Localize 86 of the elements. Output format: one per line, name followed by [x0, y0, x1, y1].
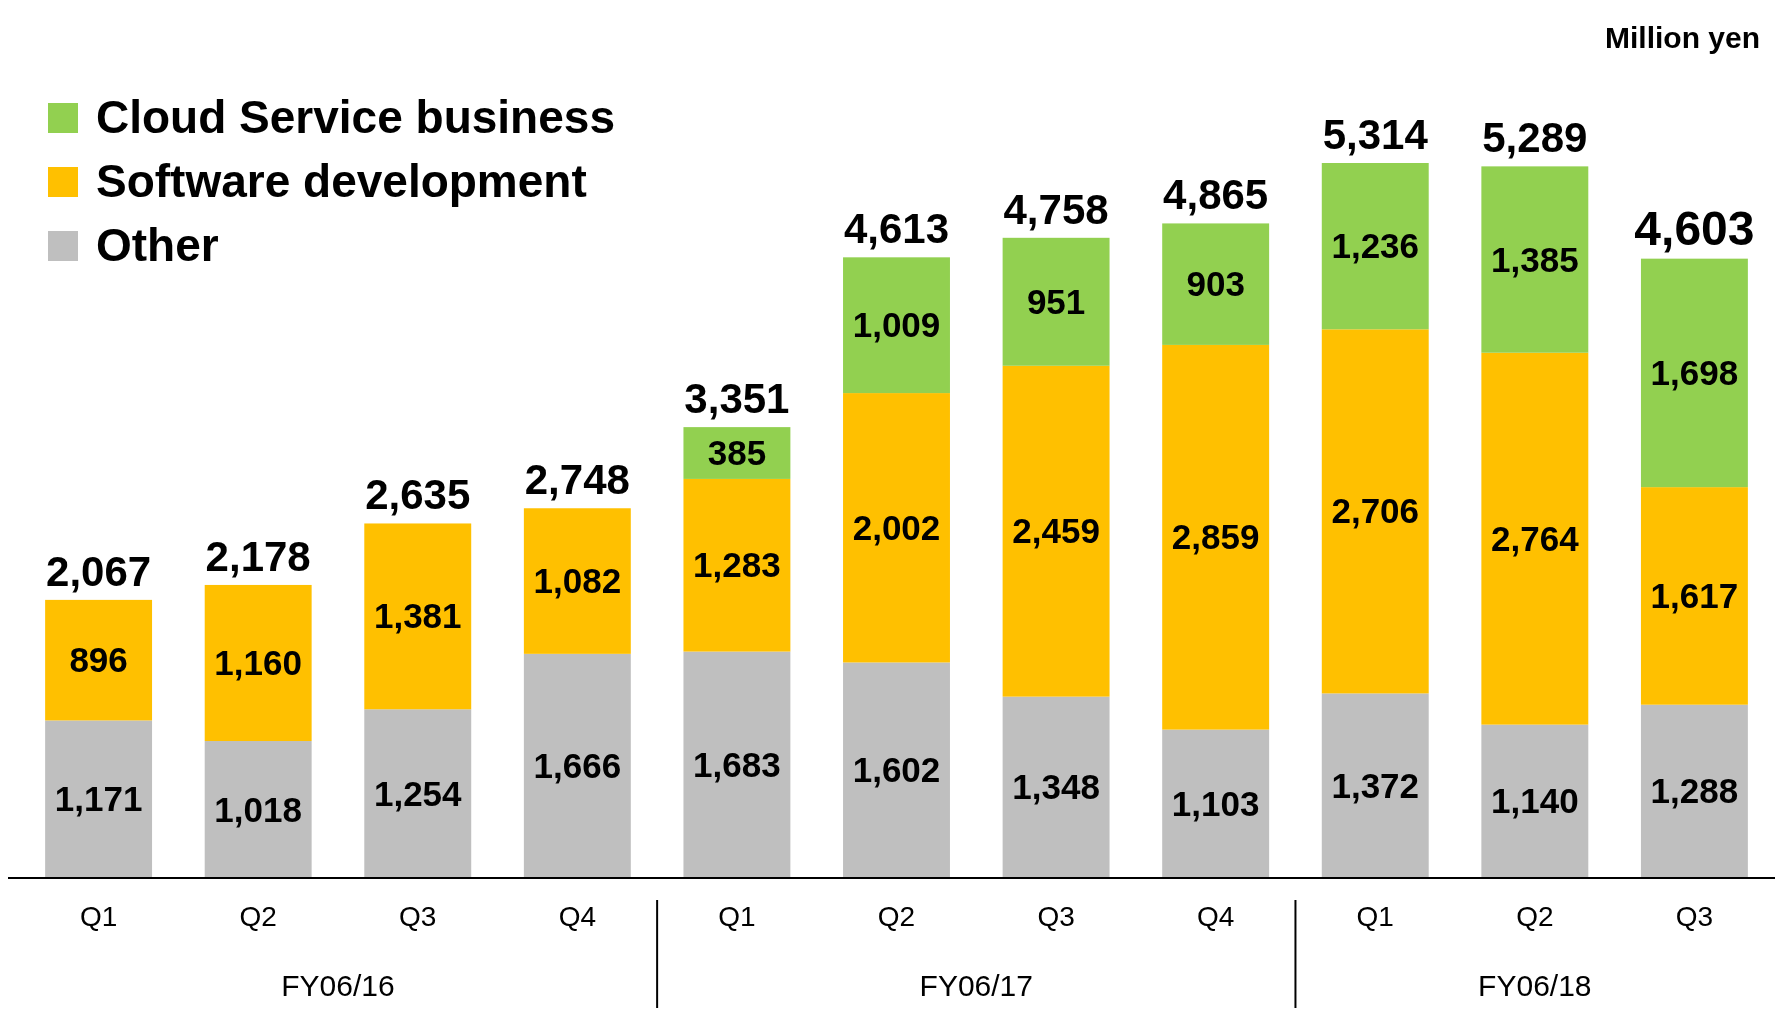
y-axis-title: Million yen — [1604, 21, 1760, 54]
data-label: 1,236 — [1331, 226, 1420, 266]
x-tick-label: Q1 — [1356, 901, 1394, 932]
text: FY06/17 — [919, 969, 1033, 1002]
bar — [1640, 487, 1748, 705]
data-label: 1,082 — [533, 561, 622, 601]
data-label: 1,160 — [214, 642, 302, 682]
total-label: 5,314 — [1322, 111, 1429, 158]
data-label: 903 — [1186, 264, 1245, 304]
data-label: 2,859 — [1171, 517, 1260, 557]
bar — [1162, 729, 1270, 878]
data-label: 1,009 — [852, 305, 941, 345]
bar — [1002, 365, 1110, 697]
x-tick-label: Q4 — [558, 901, 597, 932]
data-label: 1,372 — [1331, 765, 1420, 805]
data-label: 1,283 — [693, 545, 781, 585]
total-label: 2,748 — [524, 456, 630, 504]
x-tick-label: Q3 — [399, 901, 437, 932]
data-label: 1,171 — [54, 779, 143, 819]
data-label: 2,459 — [1012, 511, 1100, 551]
bar — [364, 523, 472, 710]
x-tick-label: Q2 — [1516, 901, 1554, 932]
bar — [1640, 704, 1748, 878]
bar — [523, 653, 631, 878]
data-label: 385 — [707, 433, 767, 473]
legend-label: Software development — [96, 155, 587, 207]
total-label: 4,865 — [1163, 171, 1269, 219]
total-label: 2,178 — [205, 532, 311, 580]
total-label: 2,635 — [365, 471, 471, 519]
data-label: 1,103 — [1171, 783, 1260, 823]
total-label: 4,613 — [843, 205, 950, 253]
bar — [1162, 223, 1270, 345]
text: FY06/18 — [1478, 969, 1592, 1002]
data-label: 1,666 — [533, 745, 622, 785]
data-label: 1,617 — [1650, 575, 1739, 615]
bar — [45, 720, 153, 878]
data-label: 1,385 — [1491, 239, 1579, 279]
data-label: 1,018 — [214, 789, 302, 829]
bar — [1321, 693, 1429, 878]
bar — [683, 478, 791, 652]
x-tick-label: Q2 — [877, 901, 916, 932]
data-label: 1,348 — [1012, 767, 1100, 807]
bar — [1002, 237, 1110, 366]
data-label: 896 — [69, 640, 128, 680]
legend-label: Cloud Service business — [96, 91, 615, 143]
bar — [843, 662, 950, 878]
bar — [364, 709, 472, 878]
bar — [683, 651, 791, 878]
bar — [1321, 329, 1429, 694]
data-label: 1,288 — [1650, 771, 1739, 811]
total-label: 4,758 — [1003, 185, 1109, 233]
x-tick-label: Q1 — [718, 901, 756, 932]
data-label: 2,764 — [1491, 518, 1580, 558]
x-tick-label: Q3 — [1675, 901, 1714, 932]
x-tick-label: Q1 — [79, 901, 118, 932]
legend-label: Other — [96, 219, 219, 271]
x-tick-label: Q3 — [1037, 901, 1075, 932]
bar — [1321, 163, 1429, 330]
total-label: 4,603 — [1634, 201, 1755, 255]
bar — [1002, 696, 1110, 878]
text: FY06/16 — [281, 969, 395, 1002]
data-label: 1,381 — [373, 596, 462, 636]
data-label: 1,140 — [1491, 781, 1579, 821]
bar — [1481, 166, 1589, 353]
data-label: 1,698 — [1650, 352, 1739, 392]
bar — [1481, 724, 1589, 878]
data-label: 1,602 — [852, 750, 941, 790]
x-tick-label: Q4 — [1196, 901, 1235, 932]
data-label: 2,706 — [1331, 491, 1420, 531]
bar — [45, 599, 153, 721]
bar — [204, 741, 312, 878]
total-label: 5,289 — [1482, 114, 1588, 162]
total-label: 3,351 — [684, 375, 790, 423]
bar — [523, 508, 631, 654]
data-label: 1,683 — [693, 744, 781, 784]
data-label: 951 — [1026, 281, 1086, 321]
bar — [843, 257, 950, 394]
bar — [1162, 344, 1270, 730]
data-label: 1,254 — [373, 773, 463, 813]
bar — [1640, 258, 1748, 488]
bar — [843, 393, 950, 663]
bar — [1481, 352, 1589, 725]
total-label: 2,067 — [46, 547, 152, 595]
bar — [204, 584, 312, 742]
data-label: 2,002 — [852, 507, 941, 547]
x-tick-label: Q2 — [239, 901, 277, 932]
